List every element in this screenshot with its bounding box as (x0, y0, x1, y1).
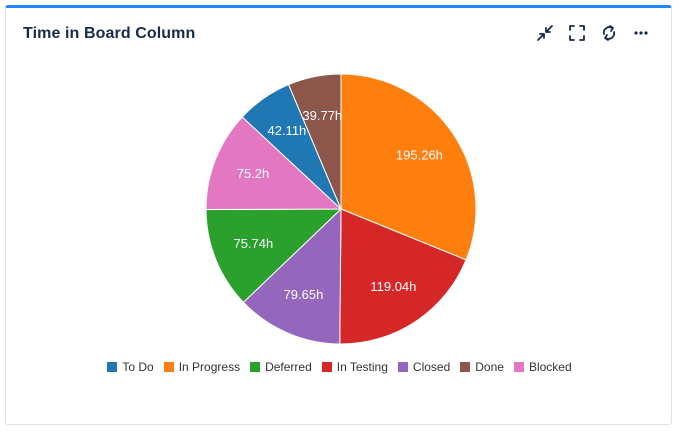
time-in-board-column-widget: Time in Board Column (5, 5, 672, 425)
legend-swatch (107, 362, 118, 372)
legend-label: In Progress (178, 360, 241, 374)
legend-swatch (460, 362, 471, 372)
legend-item-to-do[interactable]: To Do (107, 360, 154, 374)
legend-swatch (513, 362, 524, 372)
refresh-icon[interactable] (600, 24, 618, 42)
legend-swatch (250, 362, 261, 372)
chart-legend: To Do In Progress Deferred In Testing Closed… (6, 360, 673, 374)
more-icon[interactable] (632, 24, 650, 42)
legend-label: Blocked (528, 360, 572, 374)
pie-slice-done[interactable] (287, 73, 342, 210)
legend-item-closed[interactable]: Closed (397, 360, 451, 374)
widget-title: Time in Board Column (23, 25, 196, 42)
legend-item-in-progress[interactable]: In Progress (163, 360, 241, 374)
pie-slice-in-testing[interactable] (339, 208, 467, 345)
legend-label: Closed (412, 360, 451, 374)
legend-swatch (397, 362, 408, 372)
legend-item-blocked[interactable]: Blocked (513, 360, 572, 374)
legend-swatch (163, 362, 174, 372)
pie-slice-closed[interactable] (242, 207, 342, 345)
legend-item-in-testing[interactable]: In Testing (321, 360, 388, 374)
slice-label-closed: 79.65h (284, 287, 324, 302)
collapse-icon[interactable] (536, 24, 554, 42)
slice-label-in-testing: 119.04h (370, 279, 416, 294)
legend-label: Deferred (265, 360, 312, 374)
slice-label-to-do: 42.11h (267, 123, 306, 138)
legend-label: In Testing (336, 360, 388, 374)
widget-toolbar (536, 24, 650, 42)
fullscreen-icon[interactable] (568, 24, 586, 42)
legend-item-done[interactable]: Done (460, 360, 504, 374)
pie-slice-in-progress[interactable] (340, 73, 477, 261)
legend-item-deferred[interactable]: Deferred (250, 360, 312, 374)
slice-label-in-progress: 195.26h (396, 148, 443, 163)
pie-chart: 195.26h 119.04h 79.65h 75.74h 75.2h 42.11h39.… (205, 73, 477, 345)
slice-label-blocked: 75.2h (237, 166, 270, 181)
legend-label: To Do (122, 360, 154, 374)
pie-slice-blocked[interactable] (205, 116, 343, 211)
pie-slice-deferred[interactable] (205, 208, 343, 304)
slice-label-deferred: 75.74h (233, 236, 273, 251)
legend-swatch (321, 362, 332, 372)
slice-label-done: 39.77h (302, 108, 342, 123)
legend-label: Done (475, 360, 504, 374)
